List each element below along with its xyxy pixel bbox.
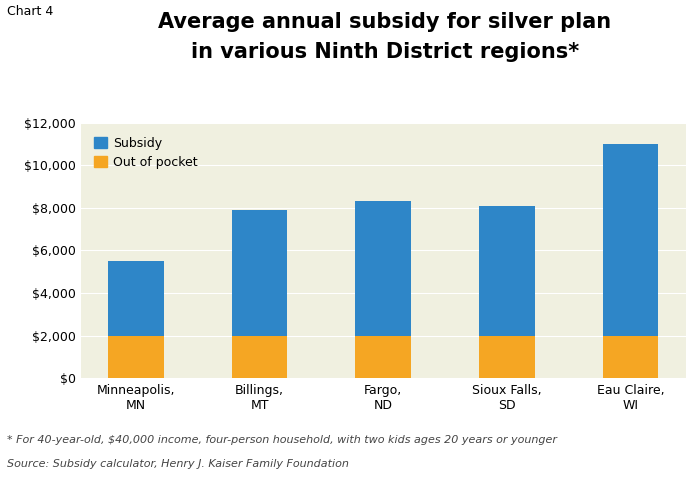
Text: Chart 4: Chart 4 [7, 5, 53, 18]
Text: Average annual subsidy for silver plan: Average annual subsidy for silver plan [158, 12, 612, 32]
Text: in various Ninth District regions*: in various Ninth District regions* [191, 42, 579, 62]
Bar [232, 335, 288, 378]
Bar [356, 201, 411, 335]
Text: * For 40-year-old, $40,000 income, four-person household, with two kids ages 20 : * For 40-year-old, $40,000 income, four-… [7, 435, 557, 444]
Bar [479, 335, 535, 378]
Text: Source: Subsidy calculator, Henry J. Kaiser Family Foundation: Source: Subsidy calculator, Henry J. Kai… [7, 459, 349, 469]
Legend: Subsidy, Out of pocket: Subsidy, Out of pocket [87, 129, 205, 176]
Bar [479, 206, 535, 335]
Bar [232, 210, 288, 335]
Bar [108, 261, 164, 335]
Bar [108, 335, 164, 378]
Bar [603, 144, 659, 335]
Bar [356, 335, 411, 378]
Bar [603, 335, 659, 378]
